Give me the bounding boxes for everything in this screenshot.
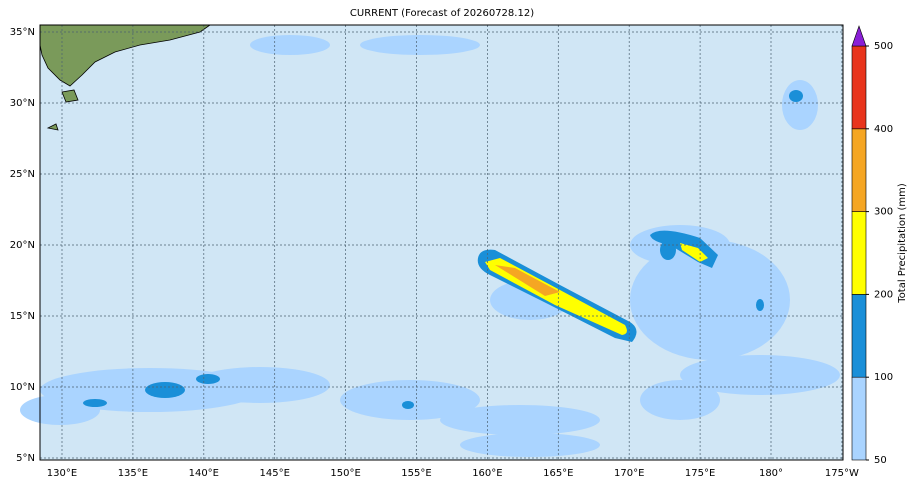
lat-label: 15°N	[10, 311, 35, 322]
colorbar-segment	[851, 128, 867, 212]
map-frame	[39, 24, 844, 461]
lat-label: 35°N	[10, 27, 35, 38]
colorbar-extend	[851, 25, 867, 47]
lon-label: 175°E	[685, 468, 715, 479]
colorbar-label: Total Precipitation (mm)	[897, 183, 908, 304]
lon-label: 165°E	[543, 468, 573, 479]
lon-label: 175°W	[825, 468, 859, 479]
lat-label: 30°N	[10, 98, 35, 109]
colorbar-tick-label: 200	[874, 289, 893, 300]
lat-label: 5°N	[16, 453, 35, 464]
colorbar-segment	[851, 376, 867, 461]
colorbar-tick-label: 100	[874, 372, 893, 383]
lat-label: 25°N	[10, 169, 35, 180]
colorbar-segment	[851, 211, 867, 295]
precipitation	[20, 35, 840, 457]
lat-label: 20°N	[10, 240, 35, 251]
lon-label: 145°E	[259, 468, 289, 479]
lon-label: 130°E	[47, 468, 77, 479]
colorbar-tick-label: 400	[874, 124, 893, 135]
lon-label: 170°E	[614, 468, 644, 479]
lon-label: 155°E	[401, 468, 431, 479]
colorbar-segment	[851, 294, 867, 378]
lon-label: 180°	[759, 468, 783, 479]
lat-label: 10°N	[10, 382, 35, 393]
land	[39, 24, 212, 131]
lon-label: 140°E	[189, 468, 219, 479]
map-area	[20, 24, 844, 461]
colorbar-tick-label: 500	[874, 41, 893, 52]
colorbar-segment	[851, 45, 867, 130]
lon-label: 160°E	[472, 468, 502, 479]
colorbar-tick-label: 50	[874, 455, 887, 466]
lon-label: 150°E	[330, 468, 360, 479]
colorbar-tick-label: 300	[874, 207, 893, 218]
title: CURRENT (Forecast of 20260728.12)	[350, 8, 534, 19]
lon-label: 135°E	[118, 468, 148, 479]
